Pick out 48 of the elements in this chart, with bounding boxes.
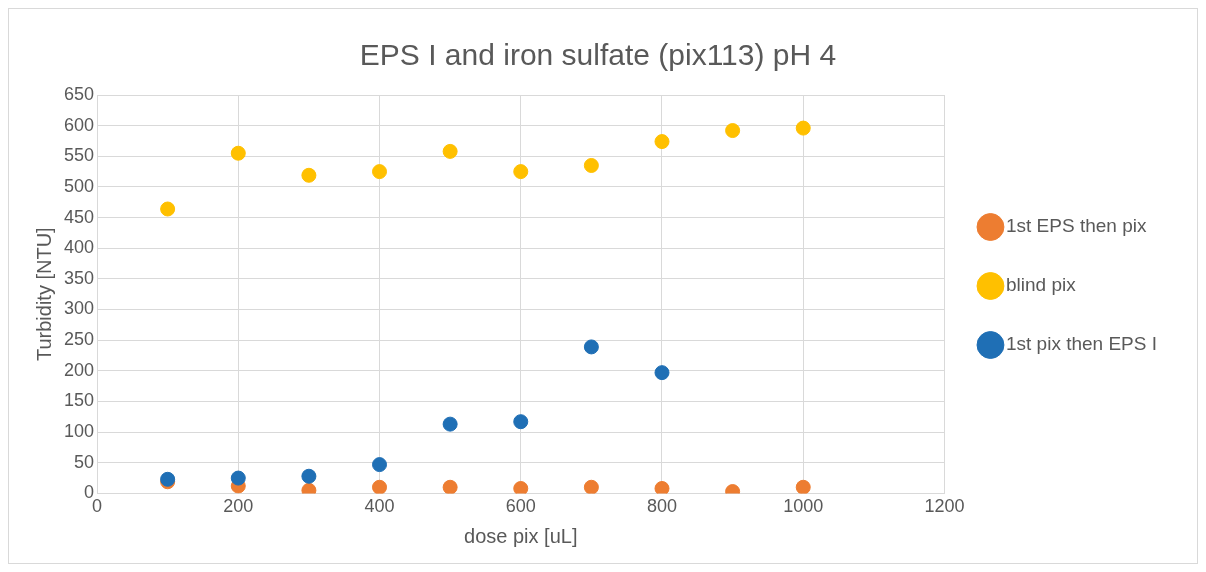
legend-label: blind pix xyxy=(1005,274,1077,296)
y-tick-label: 50 xyxy=(74,451,95,472)
x-tick-label: 600 xyxy=(505,496,536,517)
legend-label: 1st pix then EPS I xyxy=(1005,333,1158,355)
y-tick-label: 300 xyxy=(63,298,95,319)
y-tick-label: 100 xyxy=(63,421,95,442)
x-tick-label: 800 xyxy=(646,496,678,517)
point xyxy=(442,143,458,159)
point xyxy=(654,134,670,150)
y-tick-label: 600 xyxy=(63,114,95,135)
point xyxy=(372,479,388,494)
point xyxy=(583,479,599,494)
y-axis-title: Turbidity [NTU] xyxy=(32,227,55,362)
y-tick-label: 650 xyxy=(63,83,95,104)
y-tick-label: 250 xyxy=(63,329,95,350)
point xyxy=(725,123,741,139)
x-tick-label: 1000 xyxy=(783,496,824,517)
x-tick-label: 400 xyxy=(364,496,395,517)
point xyxy=(513,414,529,430)
point xyxy=(372,164,388,180)
point xyxy=(795,120,811,136)
x-tick-label: 1200 xyxy=(924,496,965,517)
point xyxy=(442,416,458,432)
point xyxy=(160,201,176,217)
point xyxy=(583,339,599,355)
y-tick-label: 550 xyxy=(63,145,95,166)
point xyxy=(795,479,811,494)
point xyxy=(654,365,670,381)
y-tick-label: 200 xyxy=(63,359,95,380)
x-axis-title: dose pix [uL] xyxy=(464,524,578,547)
point xyxy=(583,157,599,173)
y-tick-label: 150 xyxy=(63,390,95,411)
point xyxy=(301,468,317,484)
legend-label: 1st EPS then pix xyxy=(1005,215,1147,237)
point xyxy=(372,457,388,473)
y-tick-label: 450 xyxy=(63,206,95,227)
y-tick-label: 350 xyxy=(63,267,95,288)
point xyxy=(301,167,317,183)
chart-title: EPS I and iron sulfate (pix113) pH 4 xyxy=(359,38,837,72)
point xyxy=(230,145,246,161)
point xyxy=(442,479,458,494)
point xyxy=(230,470,246,486)
y-tick-label: 400 xyxy=(63,237,95,258)
point xyxy=(513,164,529,180)
point xyxy=(654,481,670,494)
y-tick-label: 500 xyxy=(63,175,95,196)
point xyxy=(513,481,529,494)
x-tick-label: 200 xyxy=(223,496,254,517)
